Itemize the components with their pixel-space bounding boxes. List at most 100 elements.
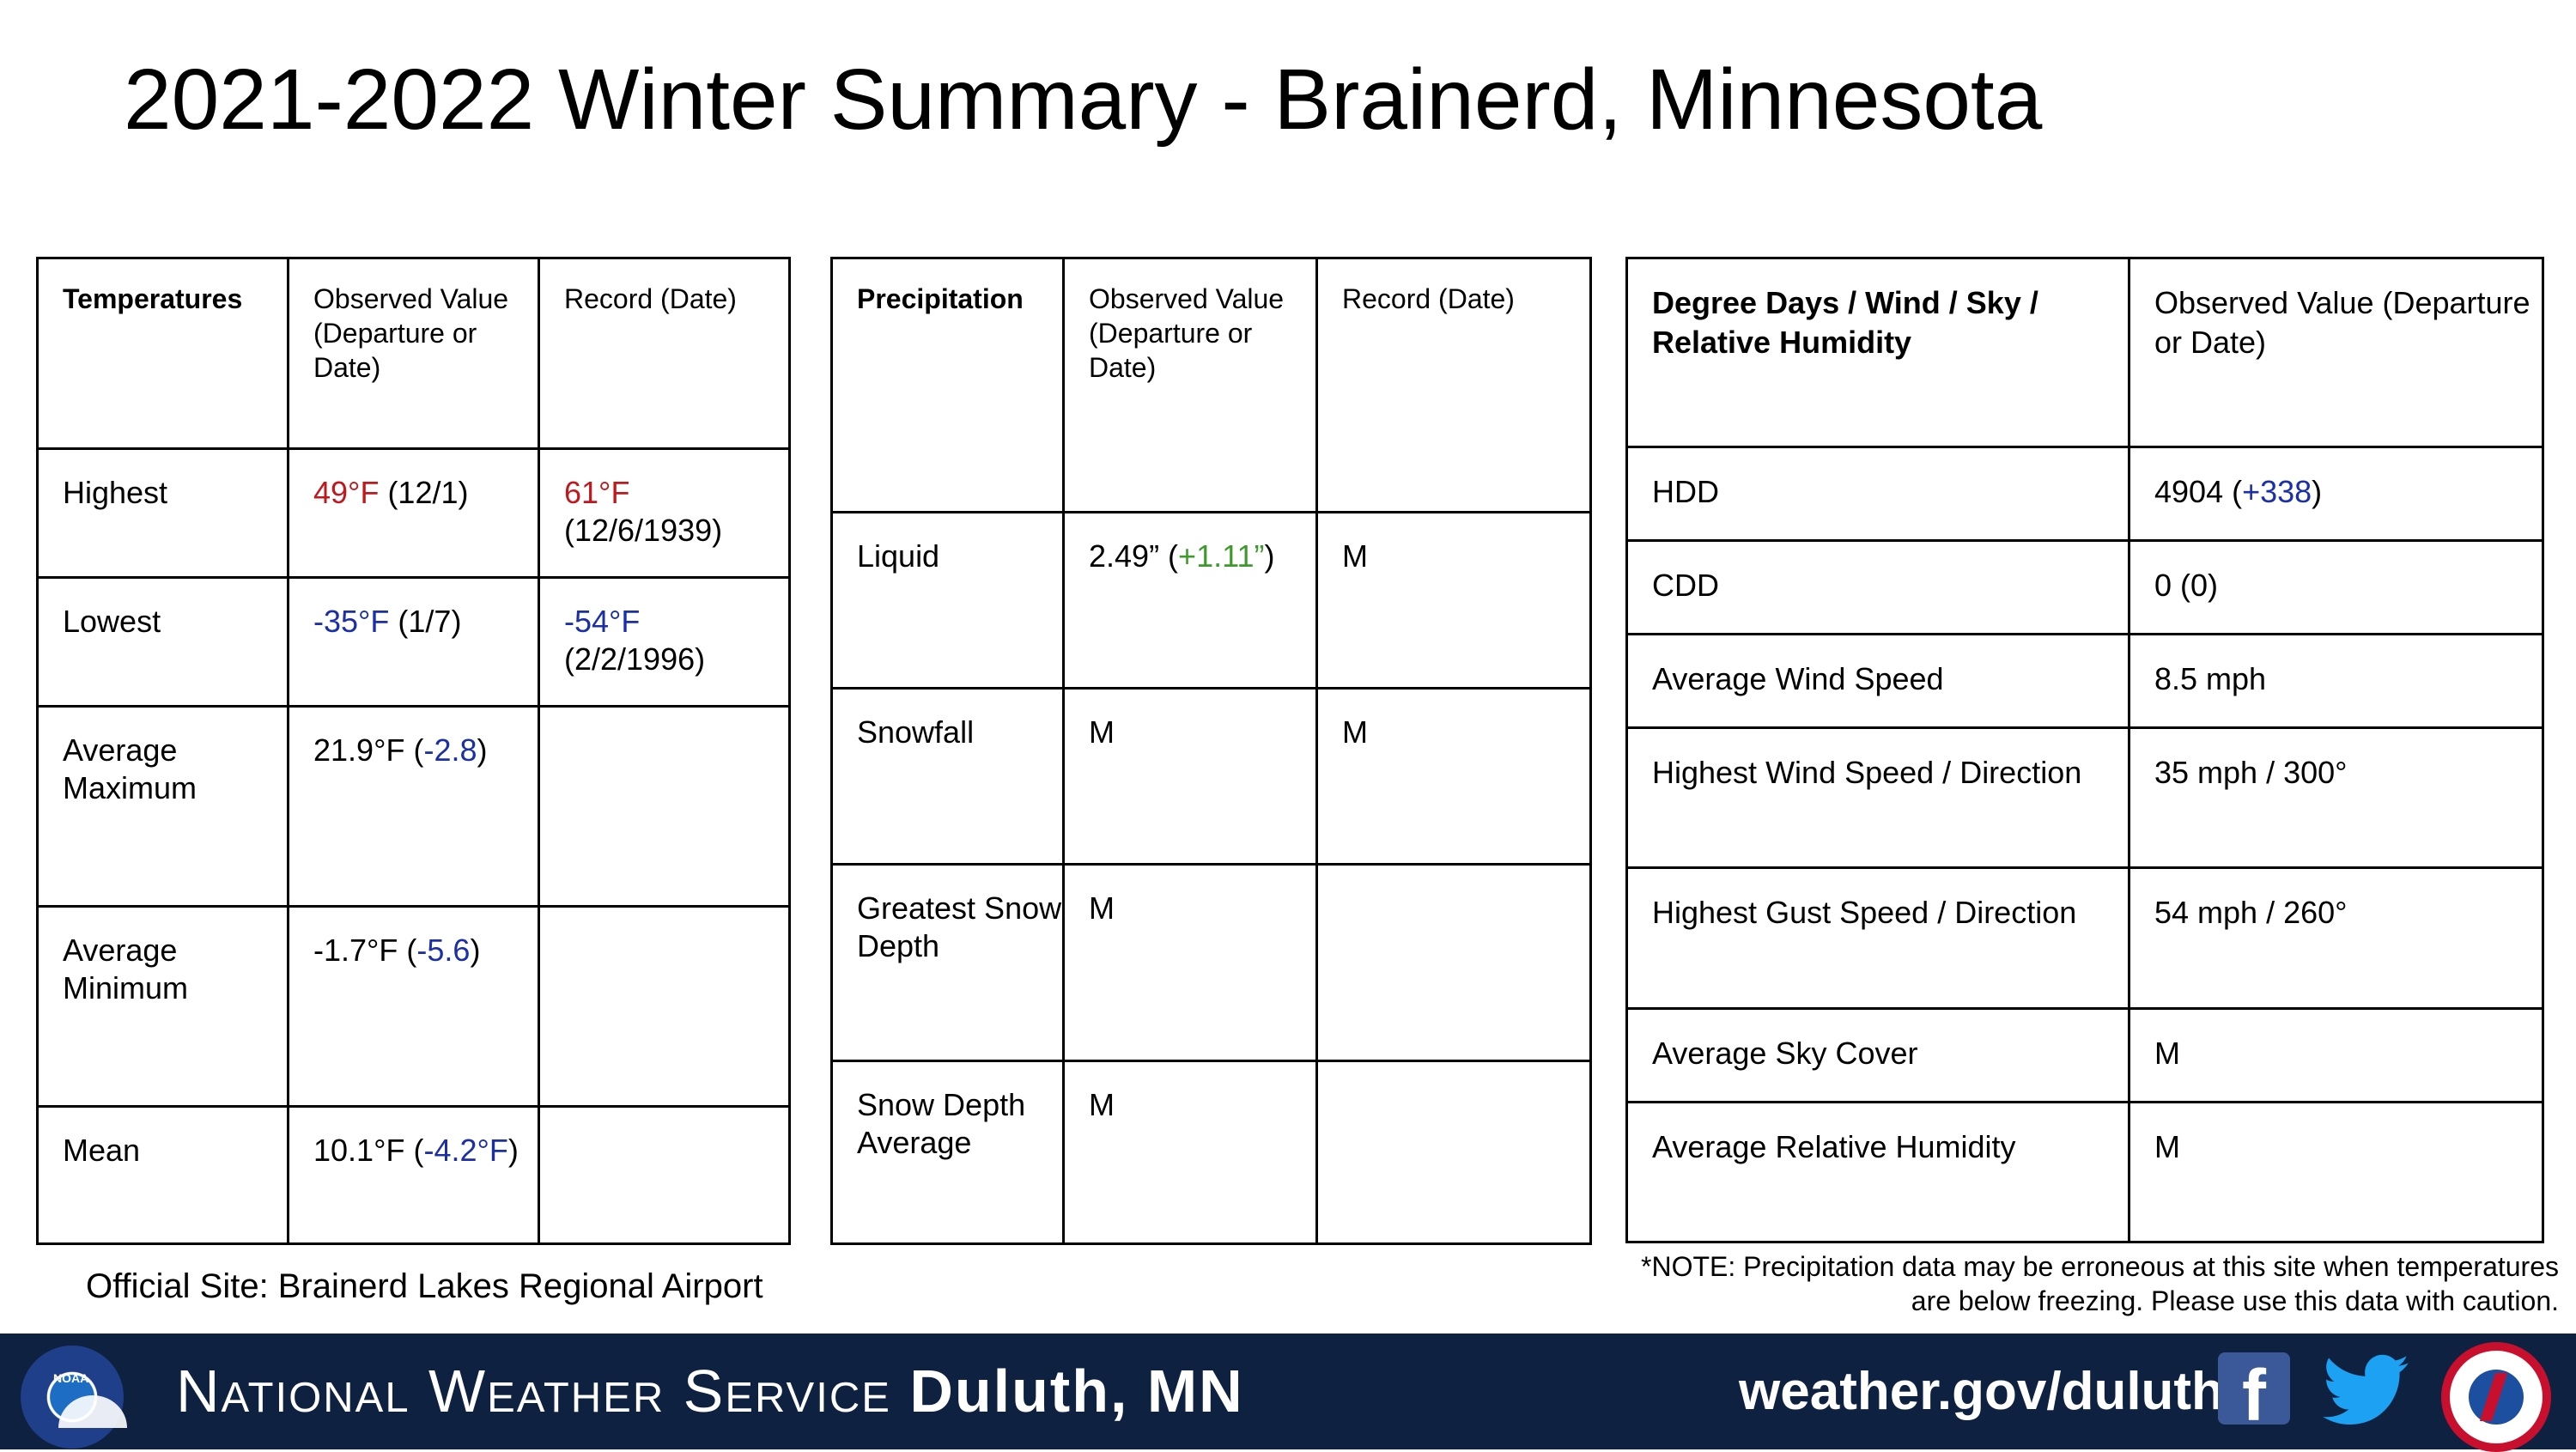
paren-close: ) [470, 933, 481, 968]
departure-value: +1.11” [1178, 538, 1265, 574]
header-cell: Observed Value (Departure or Date) [2128, 257, 2544, 448]
footer-banner: NOAA National Weather Service Duluth, MN… [0, 1334, 2576, 1452]
record-value: 61°F [564, 475, 630, 510]
departure-value: -2.8 [423, 732, 477, 768]
noaa-bird-icon [58, 1395, 127, 1428]
paren-close: ) [2312, 474, 2323, 509]
record-cell [1315, 863, 1592, 1062]
observed-cell: 8.5 mph [2128, 633, 2544, 729]
row-label: Liquid [830, 511, 1065, 690]
noaa-logo-label: NOAA [53, 1371, 89, 1385]
twitter-icon[interactable] [2323, 1354, 2409, 1426]
precipitation-table: Precipitation Observed Value (Departure … [830, 257, 1592, 1245]
row-label: Snowfall [830, 687, 1065, 866]
row-label: Average Relative Humidity [1625, 1101, 2130, 1243]
record-date: (12/6/1939) [564, 513, 723, 548]
record-cell: M [1315, 687, 1592, 866]
row-label: Highest [36, 447, 289, 579]
table-row: Average Sky Cover M [1625, 1007, 2544, 1103]
table-header-row: Degree Days / Wind / Sky / Relative Humi… [1625, 257, 2544, 448]
row-label: CDD [1625, 539, 2130, 635]
table-row: HDD 4904 (+338) [1625, 446, 2544, 542]
row-label: Highest Wind Speed / Direction [1625, 726, 2130, 869]
observed-date: (1/7) [389, 604, 462, 639]
table-row: Snowfall M M [830, 687, 1592, 866]
table-row: Highest Wind Speed / Direction 35 mph / … [1625, 726, 2544, 869]
record-cell [538, 1105, 791, 1245]
row-label: Average Maximum [36, 705, 289, 908]
header-cell: Observed Value (Departure or Date) [287, 257, 540, 450]
observed-value: -35°F [313, 604, 390, 639]
record-cell: M [1315, 511, 1592, 690]
nws-logo-icon [2441, 1342, 2551, 1452]
record-date: (2/2/1996) [564, 641, 706, 677]
row-label: HDD [1625, 446, 2130, 542]
observed-value: 4904 ( [2154, 474, 2243, 509]
observed-cell: 35 mph / 300° [2128, 726, 2544, 869]
row-label: Mean [36, 1105, 289, 1245]
header-cell: Observed Value (Departure or Date) [1062, 257, 1318, 513]
table-row: Highest 49°F (12/1) 61°F (12/6/1939) [36, 447, 791, 579]
header-cell: Precipitation [830, 257, 1065, 513]
table-header-row: Precipitation Observed Value (Departure … [830, 257, 1592, 513]
table-row: Highest Gust Speed / Direction 54 mph / … [1625, 866, 2544, 1010]
office-location: Duluth, MN [909, 1358, 1244, 1425]
observed-cell: M [1062, 863, 1318, 1062]
header-cell: Temperatures [36, 257, 289, 450]
temperatures-table: Temperatures Observed Value (Departure o… [36, 257, 791, 1245]
nws-name: National Weather Service [176, 1358, 891, 1425]
observed-cell: M [1062, 687, 1318, 866]
record-cell [1315, 1060, 1592, 1245]
observed-cell: 2.49” (+1.11”) [1062, 511, 1318, 690]
observed-value: 49°F [313, 475, 380, 510]
departure-value: -4.2°F [423, 1133, 508, 1168]
record-cell [538, 905, 791, 1108]
observed-cell: M [1062, 1060, 1318, 1245]
paren-close: ) [477, 732, 488, 768]
degree-days-table: Degree Days / Wind / Sky / Relative Humi… [1625, 257, 2544, 1243]
record-cell: -54°F (2/2/1996) [538, 576, 791, 708]
table-row: CDD 0 (0) [1625, 539, 2544, 635]
facebook-icon[interactable]: f [2218, 1352, 2290, 1425]
paren-close: ) [507, 1133, 519, 1168]
row-label: Average Sky Cover [1625, 1007, 2130, 1103]
table-row: Lowest -35°F (1/7) -54°F (2/2/1996) [36, 576, 791, 708]
table-row: Average Wind Speed 8.5 mph [1625, 633, 2544, 729]
departure-value: +338 [2242, 474, 2312, 509]
row-label: Average Wind Speed [1625, 633, 2130, 729]
table-row: Average Minimum -1.7°F (-5.6) [36, 905, 791, 1108]
observed-value: -1.7°F ( [313, 933, 417, 968]
departure-value: -5.6 [416, 933, 471, 968]
observed-cell: M [2128, 1101, 2544, 1243]
row-label: Greatest Snow Depth [830, 863, 1065, 1062]
page-title: 2021-2022 Winter Summary - Brainerd, Min… [124, 52, 2043, 148]
record-cell: 61°F (12/6/1939) [538, 447, 791, 579]
header-cell: Record (Date) [1315, 257, 1592, 513]
noaa-logo-icon: NOAA [21, 1346, 127, 1449]
observed-cell: 0 (0) [2128, 539, 2544, 635]
observed-value: 21.9°F ( [313, 732, 424, 768]
table-row: Average Maximum 21.9°F (-2.8) [36, 705, 791, 908]
observed-date: (12/1) [379, 475, 469, 510]
website-link[interactable]: weather.gov/duluth [1739, 1362, 2224, 1421]
observed-value: 10.1°F ( [313, 1133, 424, 1168]
observed-cell: 4904 (+338) [2128, 446, 2544, 542]
header-cell: Record (Date) [538, 257, 791, 450]
observed-cell: 21.9°F (-2.8) [287, 705, 540, 908]
table-row: Snow Depth Average M [830, 1060, 1592, 1245]
observed-cell: -35°F (1/7) [287, 576, 540, 708]
row-label: Highest Gust Speed / Direction [1625, 866, 2130, 1010]
header-cell: Degree Days / Wind / Sky / Relative Humi… [1625, 257, 2130, 448]
observed-cell: M [2128, 1007, 2544, 1103]
table-row: Greatest Snow Depth M [830, 863, 1592, 1062]
row-label: Lowest [36, 576, 289, 708]
row-label: Average Minimum [36, 905, 289, 1108]
observed-cell: 49°F (12/1) [287, 447, 540, 579]
table-row: Liquid 2.49” (+1.11”) M [830, 511, 1592, 690]
table-header-row: Temperatures Observed Value (Departure o… [36, 257, 791, 450]
observed-cell: 10.1°F (-4.2°F) [287, 1105, 540, 1245]
observed-cell: -1.7°F (-5.6) [287, 905, 540, 1108]
row-label: Snow Depth Average [830, 1060, 1065, 1245]
official-site-text: Official Site: Brainerd Lakes Regional A… [86, 1267, 763, 1305]
nws-office-name: National Weather Service Duluth, MN [176, 1352, 1244, 1430]
